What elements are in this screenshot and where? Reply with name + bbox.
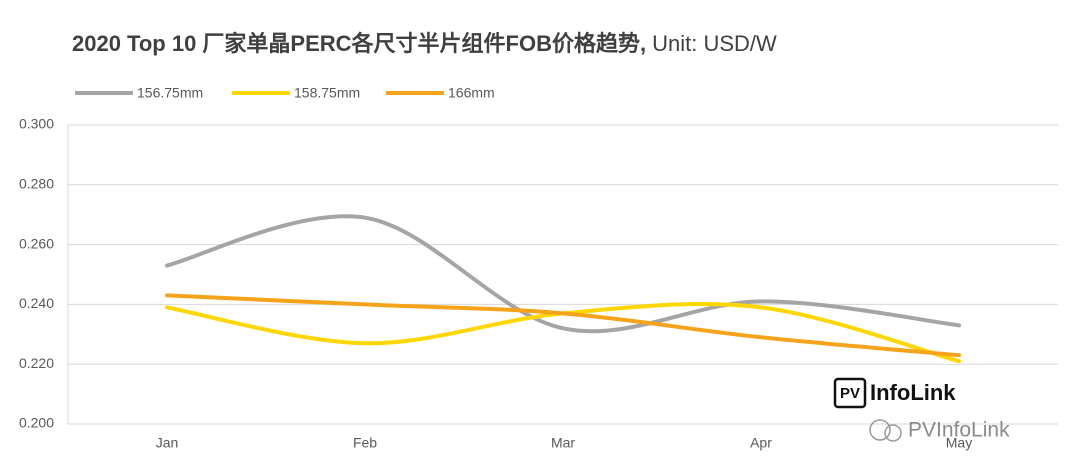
logo-text: InfoLink [870,380,956,405]
legend-label: 166mm [448,85,495,101]
legend-label: 158.75mm [294,85,360,101]
plot-area: 0.200 0.220 0.240 0.260 0.280 0.300 Jan Feb Mar A… [19,116,1058,451]
y-tick-label: 0.260 [19,235,54,251]
title-unit: Unit: USD/W [652,31,777,56]
y-tick-label: 0.300 [19,116,54,132]
logo: PV InfoLink [833,377,956,409]
legend: 156.75mm 158.75mm 166mm [75,85,495,101]
series-line [165,293,961,358]
series-line [165,214,961,334]
watermark-icon [869,419,891,441]
logo-badge: PV [840,385,860,402]
x-tick-label: Jan [156,435,179,451]
y-tick-label: 0.220 [19,355,54,371]
logo-badge-box [833,377,867,409]
watermark-text: PVInfoLink [908,419,1010,442]
legend-label: 156.75mm [137,85,203,101]
title-main: 2020 Top 10 厂家单晶PERC各尺寸半片组件FOB价格趋势, [72,31,646,56]
watermark-icon [884,424,902,442]
y-tick-label: 0.280 [19,176,54,192]
chart-title: 2020 Top 10 厂家单晶PERC各尺寸半片组件FOB价格趋势, Unit:… [72,31,777,56]
y-tick-label: 0.200 [19,415,54,431]
x-tick-label: Feb [353,435,377,451]
x-tick-label: May [946,435,972,451]
y-tick-label: 0.240 [19,295,54,311]
x-tick-label: Mar [551,435,575,451]
x-tick-label: Apr [750,435,772,451]
watermark: PVInfoLink [869,419,1010,442]
